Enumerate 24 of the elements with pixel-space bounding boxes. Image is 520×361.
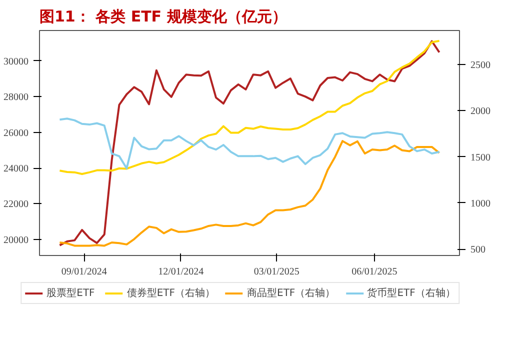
chart-title: 图11： 各类 ETF 规模变化（亿元） bbox=[40, 8, 287, 26]
legend-label: 股票型ETF bbox=[46, 286, 95, 300]
y2-tick-label: 2500 bbox=[470, 60, 490, 72]
legend-label: 商品型ETF（右轴） bbox=[247, 286, 336, 300]
y2-tick-label: 2000 bbox=[470, 106, 490, 118]
legend-label: 货币型ETF（右轴） bbox=[367, 286, 456, 300]
y2-tick-label: 500 bbox=[470, 244, 486, 256]
y-tick-label: 20000 bbox=[4, 234, 28, 246]
y-tick-label: 30000 bbox=[4, 56, 28, 68]
x-tick-label: 12/01/2024 bbox=[158, 266, 204, 278]
line-series bbox=[58, 40, 440, 246]
line-series bbox=[58, 140, 440, 247]
y-tick-label: 28000 bbox=[4, 92, 28, 104]
y2-tick-label: 1500 bbox=[470, 152, 490, 164]
x-tick-label: 09/01/2024 bbox=[61, 266, 107, 278]
line-series bbox=[58, 40, 440, 175]
x-tick-label: 03/01/2025 bbox=[254, 266, 300, 278]
y-tick-label: 22000 bbox=[4, 199, 28, 210]
x-tick-label: 06/01/2025 bbox=[352, 266, 398, 278]
y-tick-label: 24000 bbox=[4, 164, 28, 174]
legend-label: 债券型ETF（右轴） bbox=[126, 286, 215, 300]
y-tick-label: 26000 bbox=[4, 128, 28, 139]
y2-tick-label: 1000 bbox=[470, 198, 490, 210]
line-series bbox=[58, 118, 440, 170]
